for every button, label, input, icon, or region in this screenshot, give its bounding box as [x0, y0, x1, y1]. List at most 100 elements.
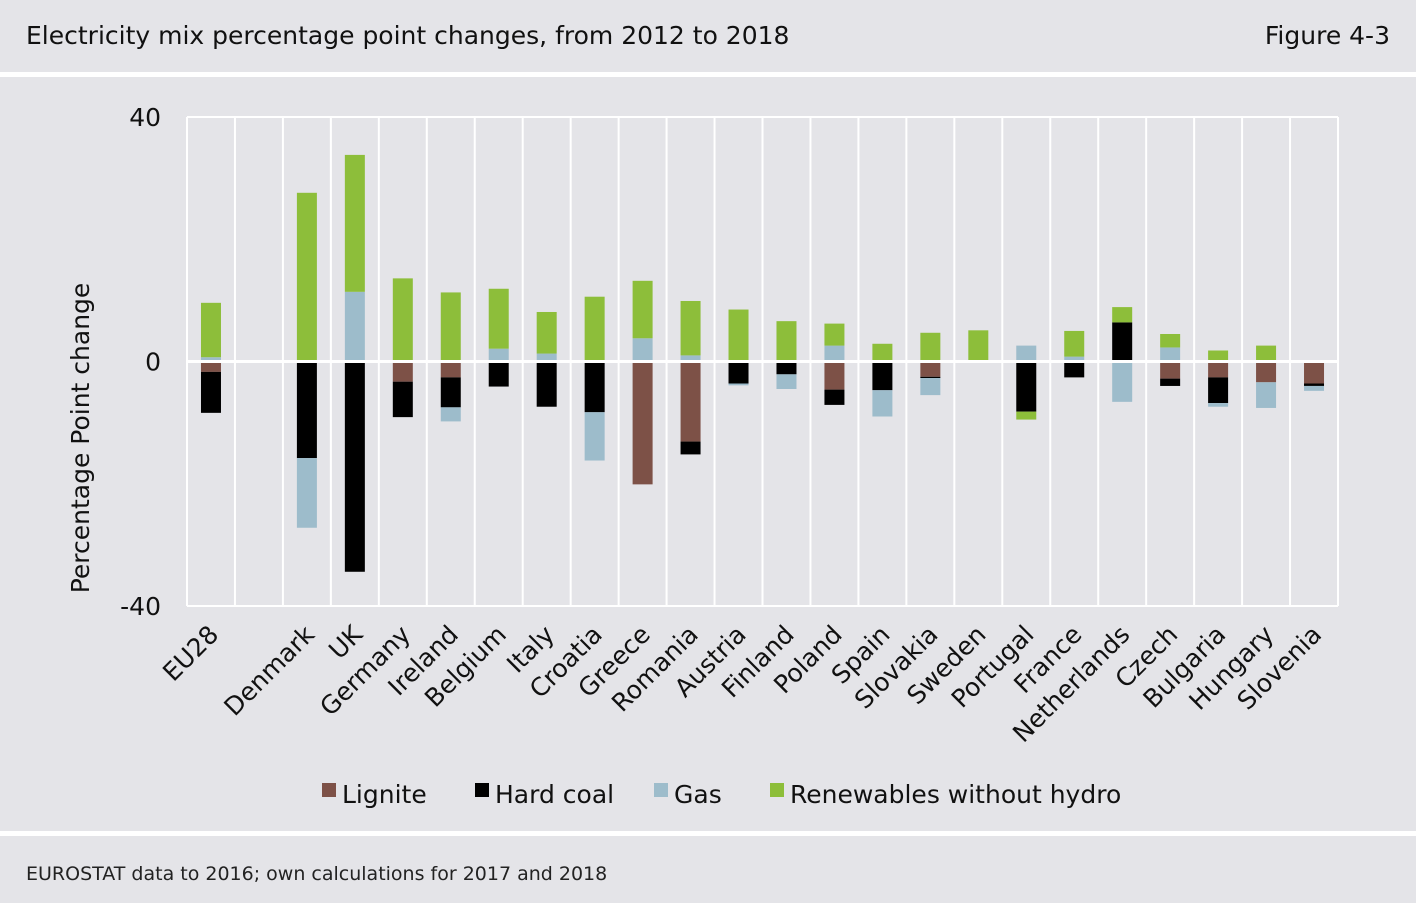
tick-layer: 40 0 -40 [120, 103, 161, 621]
bar-segment [392, 278, 413, 362]
bar-segment [1208, 403, 1229, 407]
source-note: EUROSTAT data to 2016; own calculations … [26, 863, 608, 885]
bar-segment [920, 361, 941, 377]
legend-label: Gas [674, 780, 722, 809]
bar-segment [824, 389, 845, 405]
bar-segment [1208, 361, 1229, 378]
bar-segment [440, 407, 461, 422]
bar-segment [1160, 347, 1181, 362]
legend-label: Hard coal [495, 780, 614, 809]
bar-segment [584, 296, 605, 362]
bar-segment [1112, 307, 1133, 323]
bar-segment [1304, 361, 1325, 384]
bar-segment [488, 348, 509, 362]
legend-swatch [654, 783, 668, 797]
y-tick-label: 0 [145, 348, 161, 377]
bar-segment [536, 311, 557, 354]
bar-segment [488, 361, 509, 387]
bar-segment [1256, 361, 1277, 383]
bar-segment [200, 357, 221, 362]
bar-segment [536, 353, 557, 362]
bar-segment [1256, 345, 1277, 362]
bar-segment [488, 288, 509, 349]
bar-segment [1160, 333, 1181, 348]
header: Electricity mix percentage point changes… [0, 0, 1416, 72]
bar-segment [1064, 361, 1085, 378]
bar-segment [680, 441, 701, 455]
bar-segment [680, 355, 701, 362]
bar-segment [1064, 330, 1085, 357]
bar-segment [584, 361, 605, 413]
bar-segment [728, 309, 749, 362]
y-axis-label: Percentage Point change [66, 283, 95, 594]
bar-segment [392, 381, 413, 418]
category-label: EU28 [157, 620, 224, 687]
bar-segment [824, 345, 845, 362]
bar-segment [920, 332, 941, 362]
bar-segment [344, 361, 365, 572]
legend-label: Renewables without hydro [790, 780, 1121, 809]
legend-swatch [770, 783, 784, 797]
bar-segment [344, 291, 365, 362]
bar-segment [440, 292, 461, 362]
bar-segment [536, 361, 557, 407]
header-divider [0, 72, 1416, 77]
footer-divider [0, 831, 1416, 836]
page-title: Electricity mix percentage point changes… [26, 21, 790, 50]
legend-swatch [475, 783, 489, 797]
bar-segment [200, 361, 221, 372]
bar-segment [1112, 361, 1133, 402]
bar-segment [824, 323, 845, 346]
bar-segment [1304, 385, 1325, 391]
bar-segment [296, 192, 317, 362]
bar-segment [296, 458, 317, 528]
bar-segment [1112, 322, 1133, 362]
bar-segment [872, 361, 893, 391]
bar-segment [1016, 345, 1037, 362]
bar-segment [1016, 361, 1037, 412]
bar-segment [920, 376, 941, 379]
bar-segment [632, 280, 653, 339]
bar-segment [1208, 377, 1229, 404]
bar-segment [776, 361, 797, 375]
bar-segment [728, 361, 749, 384]
bar-segment [1256, 382, 1277, 408]
chart-area: 40 0 -40 EU28 Denmark UK Germany Ireland Belgiu… [0, 77, 1416, 831]
bar-segment [632, 361, 653, 485]
category-label: Denmark [218, 619, 320, 721]
bar-segment [200, 302, 221, 358]
bar-segment [632, 338, 653, 362]
bar-segment [680, 300, 701, 356]
legend-swatch [322, 783, 336, 797]
bar-segment [920, 378, 941, 396]
bar-segment [1208, 350, 1229, 362]
bar-segment [200, 371, 221, 413]
bar-segment [440, 361, 461, 378]
bar-segment [296, 361, 317, 459]
bar-segment [776, 374, 797, 390]
y-tick-label: 40 [129, 103, 161, 132]
bar-segment [872, 343, 893, 362]
bar-segment [440, 377, 461, 408]
bar-segment [344, 154, 365, 292]
bar-segment [728, 383, 749, 386]
bar-segment [824, 361, 845, 390]
bar-segment [1064, 356, 1085, 362]
bar-segment [1160, 361, 1181, 379]
bar-segment [1160, 378, 1181, 386]
bar-segment [1016, 411, 1037, 420]
bar-layer [200, 154, 1325, 572]
bar-segment [1304, 383, 1325, 386]
figure-label: Figure 4-3 [1264, 21, 1390, 50]
legend-label: Lignite [342, 780, 427, 809]
bar-segment [392, 361, 413, 382]
bar-segment [680, 361, 701, 442]
bar-segment [968, 330, 989, 362]
bar-segment [584, 412, 605, 461]
bar-segment [872, 390, 893, 417]
legend: Lignite Hard coal Gas Renewables without hy… [322, 780, 1121, 809]
y-tick-label: -40 [120, 592, 161, 621]
bar-segment [776, 321, 797, 362]
